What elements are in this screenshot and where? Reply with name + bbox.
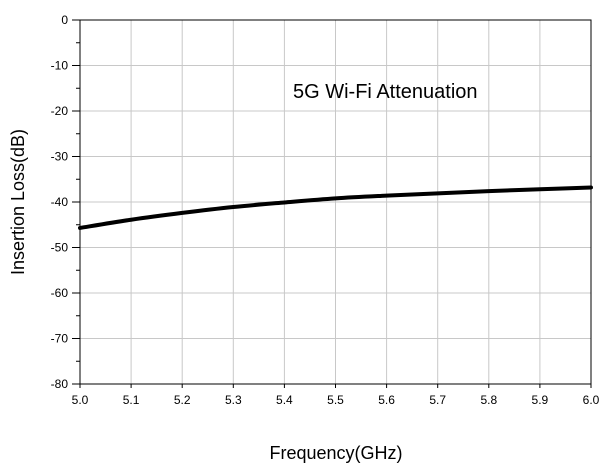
x-tick-label: 5.2: [174, 393, 191, 407]
ticks: [72, 19, 592, 388]
y-axis-label: Insertion Loss(dB): [8, 129, 28, 275]
tick-labels: 5.0 5.1 5.2 5.3 5.4 5.5 5.6 5.7 5.8 5.9 6.0 0 -10 -20…: [51, 13, 600, 407]
x-axis-label: Frequency(GHz): [269, 443, 402, 463]
x-tick-label: 5.6: [378, 393, 395, 407]
x-tick-label: 5.1: [123, 393, 140, 407]
x-tick-label: 5.8: [480, 393, 497, 407]
chart-annotation: 5G Wi-Fi Attenuation: [293, 81, 478, 103]
x-tick-label: 5.7: [429, 393, 446, 407]
x-tick-label: 5.3: [225, 393, 242, 407]
y-tick-label: -40: [51, 195, 69, 209]
x-tick-label: 5.9: [532, 393, 549, 407]
y-tick-label: 0: [61, 13, 68, 27]
y-tick-label: -70: [51, 332, 69, 346]
y-tick-label: -50: [51, 241, 69, 255]
y-tick-label: -20: [51, 104, 69, 118]
y-tick-label: -60: [51, 286, 69, 300]
series-line: [78, 185, 593, 230]
plot-area-frame: [79, 19, 592, 385]
y-tick-label: -80: [51, 377, 69, 391]
x-tick-label: 5.0: [72, 393, 89, 407]
y-tick-label: -10: [51, 59, 69, 73]
x-tick-label: 6.0: [583, 393, 600, 407]
x-tick-label: 5.4: [276, 393, 293, 407]
series: [78, 185, 593, 230]
x-tick-label: 5.5: [327, 393, 344, 407]
y-tick-label: -30: [51, 150, 69, 164]
